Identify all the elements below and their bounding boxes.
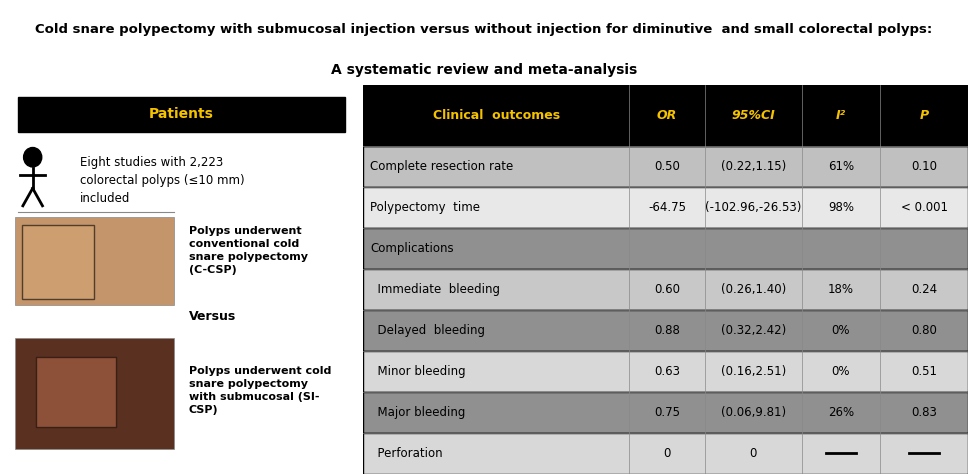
Text: Complications: Complications — [370, 242, 454, 255]
Text: Versus: Versus — [189, 310, 236, 323]
FancyBboxPatch shape — [21, 225, 95, 299]
Text: 0.88: 0.88 — [654, 324, 680, 337]
Text: Delayed  bleeding: Delayed bleeding — [370, 324, 485, 337]
Text: Cold snare polypectomy with submucosal injection versus without injection for di: Cold snare polypectomy with submucosal i… — [36, 23, 932, 36]
Text: Eight studies with 2,223
colorectal polyps (≤10 mm)
included: Eight studies with 2,223 colorectal poly… — [79, 156, 245, 205]
Text: 0.75: 0.75 — [654, 406, 680, 419]
Text: A systematic review and meta-analysis: A systematic review and meta-analysis — [331, 63, 637, 77]
FancyBboxPatch shape — [363, 228, 968, 269]
FancyBboxPatch shape — [363, 269, 968, 310]
FancyBboxPatch shape — [18, 97, 345, 132]
Text: 0.10: 0.10 — [911, 160, 937, 173]
FancyBboxPatch shape — [363, 187, 968, 228]
Text: 0.24: 0.24 — [911, 283, 937, 296]
Text: Polypectomy  time: Polypectomy time — [370, 201, 480, 214]
FancyBboxPatch shape — [15, 338, 174, 449]
Text: 0.80: 0.80 — [911, 324, 937, 337]
Text: (0.22,1.15): (0.22,1.15) — [720, 160, 786, 173]
Text: Patients: Patients — [149, 108, 214, 121]
Text: I²: I² — [836, 109, 846, 122]
FancyBboxPatch shape — [363, 85, 968, 146]
Text: P: P — [920, 109, 928, 122]
Text: (0.16,2.51): (0.16,2.51) — [720, 365, 786, 378]
Text: 0: 0 — [663, 447, 671, 460]
Text: 0.51: 0.51 — [911, 365, 937, 378]
Text: (0.32,2.42): (0.32,2.42) — [720, 324, 786, 337]
Text: 61%: 61% — [828, 160, 854, 173]
Text: Complete resection rate: Complete resection rate — [370, 160, 513, 173]
Text: (-102.96,-26.53): (-102.96,-26.53) — [705, 201, 802, 214]
Text: 0.83: 0.83 — [911, 406, 937, 419]
Text: 0%: 0% — [832, 324, 850, 337]
Text: Major bleeding: Major bleeding — [370, 406, 466, 419]
FancyBboxPatch shape — [37, 357, 116, 428]
FancyBboxPatch shape — [363, 433, 968, 474]
Text: OR: OR — [657, 109, 678, 122]
FancyBboxPatch shape — [363, 146, 968, 187]
Text: 95%CI: 95%CI — [732, 109, 775, 122]
FancyBboxPatch shape — [363, 310, 968, 351]
Text: 26%: 26% — [828, 406, 854, 419]
Text: 18%: 18% — [828, 283, 854, 296]
Text: (0.26,1.40): (0.26,1.40) — [720, 283, 786, 296]
FancyBboxPatch shape — [363, 351, 968, 392]
Text: -64.75: -64.75 — [648, 201, 686, 214]
Circle shape — [23, 147, 42, 167]
Text: Polyps underwent
conventional cold
snare polypectomy
(C-CSP): Polyps underwent conventional cold snare… — [189, 226, 308, 275]
Text: Perforation: Perforation — [370, 447, 443, 460]
Text: 0.60: 0.60 — [654, 283, 680, 296]
Text: Clinical  outcomes: Clinical outcomes — [433, 109, 560, 122]
Text: (0.06,9.81): (0.06,9.81) — [720, 406, 786, 419]
Text: Immediate  bleeding: Immediate bleeding — [370, 283, 500, 296]
Text: 0.63: 0.63 — [654, 365, 680, 378]
Text: < 0.001: < 0.001 — [900, 201, 948, 214]
Text: 0: 0 — [749, 447, 757, 460]
Text: Minor bleeding: Minor bleeding — [370, 365, 466, 378]
Text: 0.50: 0.50 — [654, 160, 680, 173]
FancyBboxPatch shape — [15, 218, 174, 305]
Text: Polyps underwent cold
snare polypectomy
with submucosal (SI-
CSP): Polyps underwent cold snare polypectomy … — [189, 365, 331, 415]
Text: 0%: 0% — [832, 365, 850, 378]
FancyBboxPatch shape — [363, 392, 968, 433]
Text: 98%: 98% — [828, 201, 854, 214]
